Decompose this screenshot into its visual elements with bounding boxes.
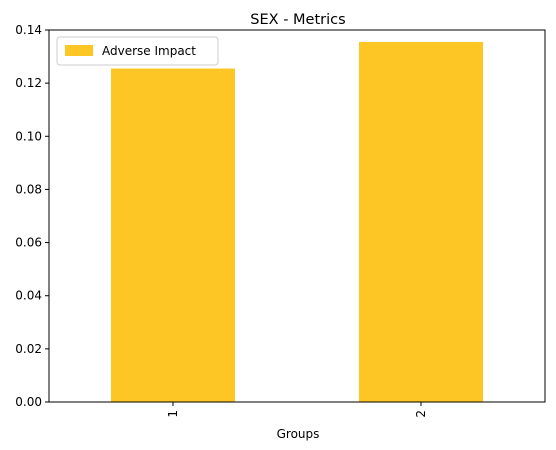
y-tick-label: 0.08 [15, 182, 42, 196]
plot-area [111, 41, 483, 403]
x-tick-label: 2 [414, 410, 428, 418]
legend-label: Adverse Impact [102, 44, 196, 58]
y-axis: 0.00 0.02 0.04 0.06 0.08 0.10 0.12 0.14 [15, 23, 49, 409]
y-tick-label: 0.02 [15, 342, 42, 356]
x-tick-label: 1 [166, 410, 180, 418]
y-tick-label: 0.14 [15, 23, 42, 37]
bar-1 [111, 68, 235, 403]
bar-2 [359, 41, 483, 402]
chart-title: SEX - Metrics [250, 12, 345, 28]
legend: Adverse Impact [56, 36, 219, 66]
y-tick-label: 0.00 [15, 395, 42, 409]
x-axis-label: Groups [277, 427, 320, 441]
legend-swatch [65, 45, 93, 56]
legend-box [56, 36, 219, 66]
y-tick-label: 0.10 [15, 129, 42, 143]
y-tick-label: 0.12 [15, 76, 42, 90]
axes-frame [48, 29, 546, 403]
y-tick-label: 0.04 [15, 289, 42, 303]
y-tick-label: 0.06 [15, 236, 42, 250]
